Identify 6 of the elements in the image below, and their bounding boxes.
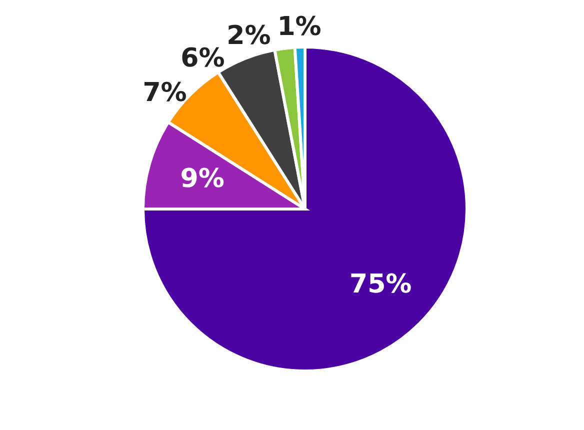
data-label: 7% (142, 78, 187, 108)
data-label: 9% (180, 164, 224, 194)
data-label: 6% (180, 43, 225, 74)
data-label: 1% (277, 12, 322, 42)
data-label: 2% (226, 20, 271, 51)
data-label: 75% (349, 270, 412, 300)
